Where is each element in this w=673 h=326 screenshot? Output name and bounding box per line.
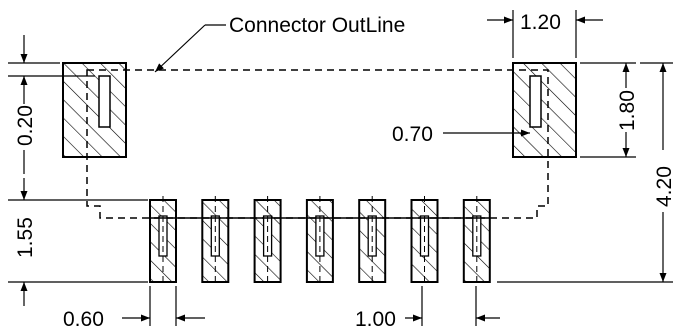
dim-mount-pad-width-label: 1.20 xyxy=(520,11,561,34)
mount-pad-left xyxy=(62,62,127,158)
signal-pad xyxy=(358,196,387,286)
dim-mount-slot-width-label: 0.70 xyxy=(392,123,433,146)
dim-pad-offset-left-label: 0.20 xyxy=(14,105,37,146)
dim-mount-slot-width: 0.70 xyxy=(392,123,530,146)
dim-signal-pad-offset-label: 1.55 xyxy=(14,217,37,258)
signal-pad xyxy=(305,196,334,286)
dim-mount-pad-height: 1.80 xyxy=(580,62,639,158)
connector-outline-label: Connector OutLine xyxy=(229,14,405,37)
dim-overall-height-label: 4.20 xyxy=(653,166,673,207)
dim-signal-pad-width: 0.60 xyxy=(63,286,205,326)
dim-overall-height: 4.20 xyxy=(497,62,673,283)
dim-pitch: 1.00 xyxy=(355,286,500,326)
dim-pitch-label: 1.00 xyxy=(355,308,396,326)
dim-signal-pad-width-label: 0.60 xyxy=(63,308,104,326)
signal-pad xyxy=(201,196,230,286)
dim-signal-pad-offset: 1.55 xyxy=(8,178,148,306)
signal-pad xyxy=(149,196,177,286)
dim-mount-pad-height-label: 1.80 xyxy=(616,90,639,131)
connector-outline-callout: Connector OutLine xyxy=(154,14,405,73)
signal-pad xyxy=(253,196,282,286)
dim-mount-pad-width: 1.20 xyxy=(487,10,603,58)
dim-pad-offset-left: 0.20 xyxy=(8,35,95,174)
mount-pad-right xyxy=(512,62,577,158)
signal-pad xyxy=(410,196,439,286)
connector-outline xyxy=(86,69,549,219)
signal-pad xyxy=(462,196,491,286)
signal-pad-group xyxy=(149,196,491,286)
